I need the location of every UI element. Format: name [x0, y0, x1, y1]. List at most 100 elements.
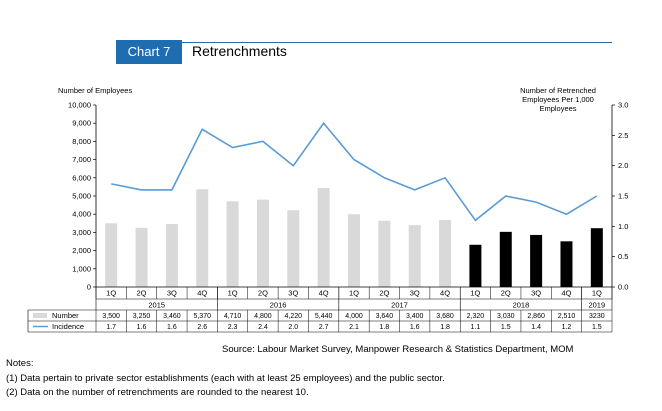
x-tick-label: 3Q — [531, 289, 541, 298]
bar-number-10 — [378, 220, 391, 287]
x-tick-label: 1Q — [592, 289, 602, 298]
y2-tick-label: 2.5 — [618, 131, 628, 140]
bar-number-2 — [135, 227, 148, 287]
data-label-number: 3,500 — [102, 313, 120, 320]
x-tick-label: 2Q — [379, 289, 389, 298]
y-tick-label: 1,000 — [72, 264, 91, 273]
line-incidence — [111, 121, 598, 222]
y-tick-label: 8,000 — [72, 137, 91, 146]
note-2: (2) Data on the number of retrenchments … — [6, 387, 309, 398]
y-tick-label: 3,000 — [72, 228, 91, 237]
data-label-incidence: 1.2 — [562, 324, 572, 331]
bar-number-6 — [256, 199, 269, 287]
x-tick-label: 3Q — [410, 289, 420, 298]
year-label: 2017 — [391, 301, 408, 310]
bar-number-11 — [408, 225, 421, 287]
data-label-number: 3,030 — [497, 313, 515, 320]
data-label-number: 3,400 — [406, 313, 424, 320]
year-label: 2018 — [513, 301, 530, 310]
legend-incidence-label: Incidence — [52, 322, 84, 331]
chart-number-tag: Chart 7 — [116, 40, 182, 64]
data-label-incidence: 1.6 — [410, 324, 420, 331]
bar-number-7 — [287, 210, 300, 287]
x-tick-label: 1Q — [106, 289, 116, 298]
bar-number-1 — [105, 223, 118, 287]
y-tick-label: 9,000 — [72, 119, 91, 128]
data-label-incidence: 2.3 — [228, 324, 238, 331]
year-label: 2019 — [588, 301, 605, 310]
x-tick-label: 4Q — [197, 289, 207, 298]
legend-number-swatch — [33, 313, 47, 318]
note-1: (1) Data pertain to private sector estab… — [6, 372, 445, 384]
y2-tick-label: 0.0 — [618, 283, 628, 292]
data-label-incidence: 2.7 — [319, 324, 329, 331]
y-tick-label: 4,000 — [72, 210, 91, 219]
bar-number-5 — [226, 201, 239, 287]
y-tick-label: 10,000 — [68, 101, 91, 110]
x-tick-label: 1Q — [470, 289, 480, 298]
x-tick-label: 4Q — [561, 289, 571, 298]
data-label-number: 3,640 — [376, 313, 394, 320]
data-label-number: 5,440 — [315, 313, 333, 320]
y-tick-label: 7,000 — [72, 155, 91, 164]
title-rule — [182, 42, 612, 43]
x-tick-label: 3Q — [167, 289, 177, 298]
data-label-number: 3,680 — [436, 313, 454, 320]
bar-number-13 — [469, 244, 482, 287]
data-label-incidence: 1.5 — [501, 324, 511, 331]
bar-number-17 — [590, 228, 603, 287]
data-label-incidence: 1.8 — [440, 324, 450, 331]
data-label-incidence: 2.6 — [197, 324, 207, 331]
left-axis-title: Number of Employees — [58, 86, 133, 95]
y-tick-label: 0 — [87, 283, 91, 292]
x-tick-label: 2Q — [137, 289, 147, 298]
chart-title: Retrenchments — [192, 43, 287, 59]
y2-tick-label: 2.0 — [618, 161, 628, 170]
year-label: 2016 — [270, 301, 287, 310]
data-label-number: 5,370 — [193, 313, 211, 320]
data-label-incidence: 1.1 — [471, 324, 481, 331]
bar-number-15 — [530, 234, 543, 287]
x-tick-label: 2Q — [258, 289, 268, 298]
x-tick-label: 1Q — [349, 289, 359, 298]
data-label-number: 2,860 — [527, 313, 545, 320]
data-label-number: 3230 — [589, 313, 605, 320]
data-label-incidence: 2.4 — [258, 324, 268, 331]
data-label-incidence: 2.1 — [349, 324, 359, 331]
data-label-number: 3,460 — [163, 313, 181, 320]
data-label-incidence: 2.0 — [288, 324, 298, 331]
x-tick-label: 1Q — [228, 289, 238, 298]
notes: Notes: (1) Data pertain to private secto… — [6, 357, 445, 401]
data-label-number: 2,320 — [467, 313, 485, 320]
bar-number-4 — [196, 189, 209, 287]
data-label-number: 4,800 — [254, 313, 272, 320]
y-tick-label: 2,000 — [72, 246, 91, 255]
bar-number-12 — [439, 220, 452, 287]
y2-tick-label: 3.0 — [618, 101, 628, 110]
y2-tick-label: 1.5 — [618, 192, 628, 201]
source-note: Source: Labour Market Survey, Manpower R… — [222, 344, 574, 355]
data-label-incidence: 1.7 — [106, 324, 116, 331]
data-label-number: 4,000 — [345, 313, 363, 320]
bar-number-14 — [499, 231, 512, 287]
data-label-incidence: 1.4 — [531, 324, 541, 331]
notes-heading: Notes: — [6, 358, 34, 369]
y-tick-label: 6,000 — [72, 173, 91, 182]
legend-number-label: Number — [52, 311, 79, 320]
x-tick-label: 4Q — [440, 289, 450, 298]
x-tick-label: 2Q — [501, 289, 511, 298]
retrenchment-chart: 0 1,000 2,000 3,000 4,000 5,000 6,000 7,000 8,00… — [27, 101, 628, 333]
data-label-number: 4,220 — [285, 313, 303, 320]
bar-number-9 — [348, 214, 360, 287]
bar-number-16 — [560, 241, 573, 287]
right-axis-title: Number of Retrenched Employees Per 1,000… — [520, 86, 596, 113]
year-label: 2015 — [148, 301, 165, 310]
data-label-number: 2,510 — [558, 313, 576, 320]
x-tick-label: 4Q — [319, 289, 329, 298]
data-label-number: 4,710 — [224, 313, 242, 320]
x-tick-label: 3Q — [288, 289, 298, 298]
bar-number-8 — [317, 187, 330, 287]
data-label-incidence: 1.8 — [379, 324, 389, 331]
y2-tick-label: 1.0 — [618, 222, 628, 231]
